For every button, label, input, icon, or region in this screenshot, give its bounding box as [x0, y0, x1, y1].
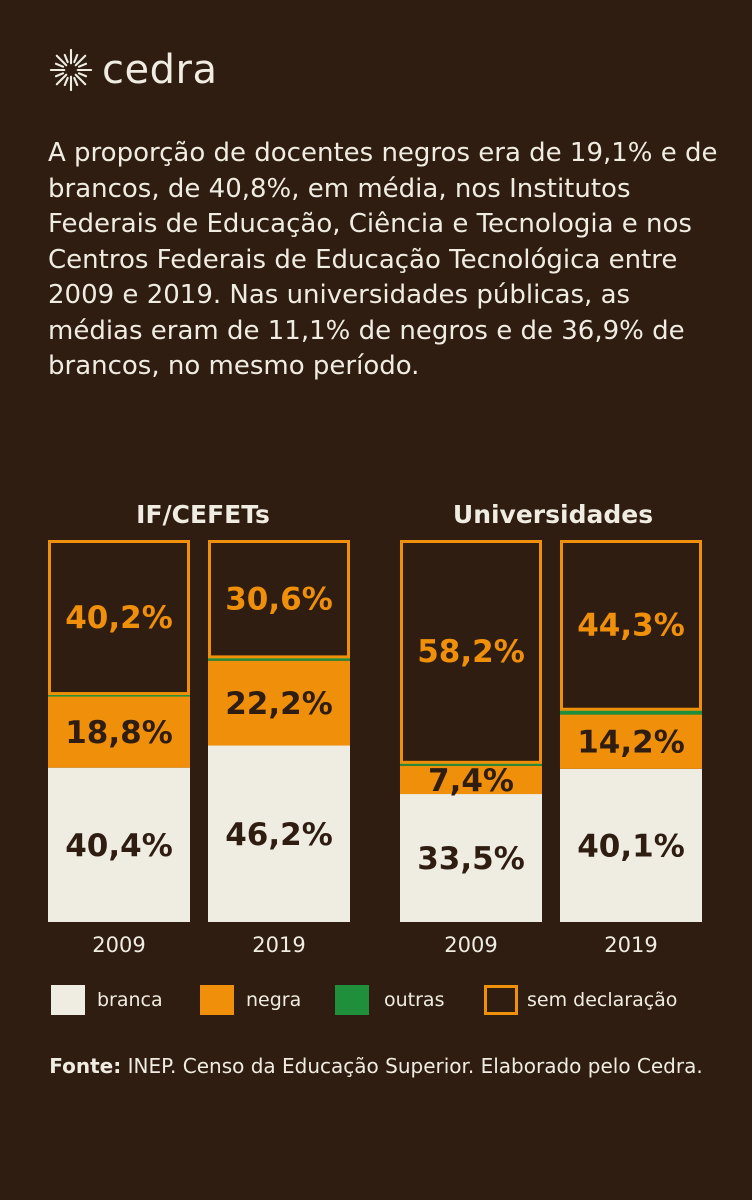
- year-tick-label: 2019: [604, 933, 657, 957]
- data-label-branca: 33,5%: [417, 841, 525, 877]
- data-label-negra: 18,8%: [65, 715, 173, 751]
- bar-segment-sem-declaracao: [560, 540, 702, 711]
- data-label-negra: 7,4%: [428, 763, 514, 799]
- sun-ray: [54, 62, 65, 68]
- data-label-sem-declaracao: 40,2%: [65, 600, 173, 636]
- data-label-branca: 40,1%: [577, 828, 685, 864]
- bar-segment-branca: [48, 767, 190, 922]
- data-label-sem-declaracao: 44,3%: [577, 608, 685, 644]
- brand-name: cedra: [102, 47, 218, 93]
- bar-segment-sem-declaracao: [400, 540, 542, 764]
- bar-segment-branca: [208, 745, 350, 922]
- legend-label: negra: [246, 989, 301, 1011]
- sun-ray: [54, 72, 65, 78]
- legend-label: branca: [97, 989, 163, 1011]
- bar-segment-sem-declaracao: [48, 540, 190, 696]
- sun-ray: [73, 76, 79, 87]
- data-label-branca: 40,4%: [65, 828, 173, 864]
- data-label-branca: 46,2%: [225, 817, 333, 853]
- sun-ray: [74, 54, 87, 67]
- brand-logo: cedra: [48, 42, 217, 98]
- group-title: Universidades: [453, 500, 653, 529]
- bar-segment-outras: [208, 656, 350, 661]
- source-text: INEP. Censo da Educação Superior. Elabor…: [121, 1054, 703, 1078]
- legend-label: outras: [384, 989, 444, 1011]
- sun-ray: [77, 62, 88, 68]
- sun-ray: [63, 53, 69, 64]
- year-tick-label: 2009: [92, 933, 145, 957]
- sun-ray: [74, 73, 87, 86]
- legend-swatch-sem-declaracao: [484, 985, 518, 1015]
- bar-segment-outras: [560, 709, 702, 715]
- data-label-negra: 22,2%: [225, 686, 333, 722]
- legend-swatch-negra: [200, 985, 234, 1015]
- bar-segment-branca: [560, 768, 702, 922]
- data-label-sem-declaracao: 58,2%: [417, 634, 525, 670]
- stacked-bar-chart: IF/CEFETs 40,4% 18,8% 40,2% 2009 46,2% 22,2% 30…: [48, 500, 702, 1015]
- group-title: IF/CEFETs: [136, 500, 270, 529]
- sun-ray: [55, 73, 68, 86]
- bar-segment-outras: [400, 762, 542, 766]
- sun-ray: [77, 72, 88, 78]
- bar-segment-negra: [560, 714, 702, 769]
- sun-ray: [63, 76, 69, 87]
- data-label-sem-declaracao: 30,6%: [225, 581, 333, 617]
- bar-segment-negra: [208, 660, 350, 746]
- intro-text: A proporção de docentes negros era de 19…: [48, 138, 718, 381]
- legend-swatch-outras: [335, 985, 369, 1015]
- source-label: Fonte:: [49, 1054, 122, 1078]
- bar-segment-branca: [400, 794, 542, 922]
- bar-segment-sem-declaracao: [208, 540, 350, 659]
- source-note: Fonte: INEP. Censo da Educação Superior.…: [40, 1052, 712, 1080]
- sun-burst-icon: [49, 48, 93, 92]
- bar-segment-negra: [48, 695, 190, 768]
- legend-swatch-branca: [51, 985, 85, 1015]
- sun-ray: [55, 54, 68, 67]
- year-tick-label: 2019: [252, 933, 305, 957]
- sun-ray: [73, 53, 79, 64]
- data-label-negra: 14,2%: [577, 725, 685, 761]
- year-tick-label: 2009: [444, 933, 497, 957]
- bar-segment-negra: [400, 765, 542, 795]
- legend-label: sem declaração: [527, 989, 677, 1011]
